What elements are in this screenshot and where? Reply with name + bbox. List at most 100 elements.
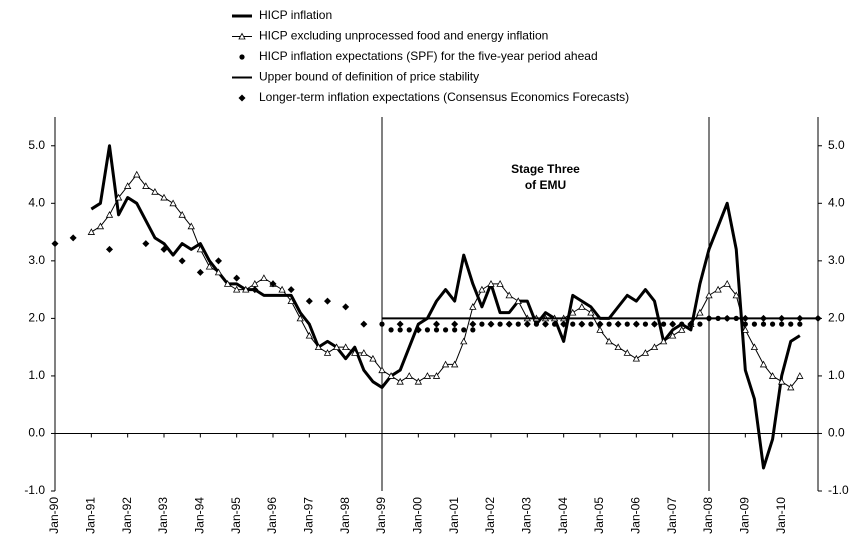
triangle-marker [723, 280, 731, 287]
diamond-marker [305, 297, 313, 305]
triangle-marker [196, 245, 205, 253]
circle-marker [660, 321, 667, 327]
legend-label: Longer-term inflation expectations (Cons… [259, 90, 629, 104]
triangle-marker [423, 372, 432, 379]
circle-marker [461, 327, 467, 333]
x-tick-label: Jan-91 [84, 497, 98, 534]
diamond-marker [814, 314, 822, 322]
x-tick-label: Jan-94 [193, 497, 207, 534]
circle-marker [769, 321, 776, 327]
triangle-marker [650, 343, 659, 351]
legend-label: Upper bound of definition of price stabi… [259, 70, 479, 84]
triangle-marker [469, 303, 477, 310]
triangle-marker [87, 228, 96, 235]
circle-marker [760, 321, 767, 327]
x-tick-label: Jan-05 [592, 497, 606, 534]
diamond-marker [614, 320, 622, 328]
triangle-marker [714, 285, 722, 293]
triangle-marker [668, 331, 677, 339]
circle-marker [442, 327, 449, 333]
diamond-marker [651, 320, 658, 328]
triangle-marker [223, 280, 232, 287]
circle-marker [606, 321, 612, 327]
y-tick-label: 2.0 [28, 311, 45, 325]
triangle-marker [123, 182, 132, 189]
diamond-marker [505, 320, 513, 328]
triangle-marker [305, 331, 314, 339]
triangle-marker [323, 349, 332, 356]
triangle-marker [351, 349, 359, 356]
y2-tick-label: 2.0 [828, 311, 845, 325]
triangle-marker [659, 337, 668, 345]
diamond-marker [560, 320, 568, 328]
triangle-marker [105, 210, 114, 218]
y2-tick-label: -1.0 [828, 483, 849, 497]
triangle-marker [777, 377, 786, 385]
diamond-marker [342, 303, 350, 311]
diamond-marker [196, 268, 204, 276]
circle-marker [697, 321, 703, 327]
x-tick-label: Jan-02 [483, 497, 497, 534]
circle-marker [470, 327, 476, 333]
series-line [91, 174, 801, 388]
diamond-marker [778, 314, 786, 322]
triangle-marker [614, 343, 622, 351]
circle-marker [515, 321, 521, 327]
diamond-marker [542, 320, 549, 328]
triangle-marker [387, 372, 395, 379]
diamond-marker [324, 297, 331, 305]
circle-marker [679, 321, 685, 327]
circle-marker [570, 321, 576, 327]
triangle-marker [796, 372, 804, 379]
circle-marker [551, 321, 558, 327]
y2-tick-label: 5.0 [828, 138, 845, 152]
diamond-marker [523, 320, 531, 328]
diamond-marker [233, 274, 241, 282]
y-tick-label: 5.0 [28, 138, 45, 152]
x-tick-label: Jan-04 [556, 497, 570, 534]
circle-marker [779, 321, 785, 327]
circle-marker [624, 321, 630, 327]
diamond-marker [760, 314, 767, 322]
triangle-marker [260, 274, 268, 282]
triangle-marker [487, 280, 495, 287]
annotation: of EMU [525, 178, 566, 192]
circle-marker [497, 321, 503, 327]
circle-marker [797, 321, 803, 327]
triangle-marker [238, 32, 246, 40]
x-tick-label: Jan-96 [265, 497, 279, 534]
circle-marker [742, 321, 748, 327]
triangle-marker [360, 349, 368, 356]
triangle-marker [596, 326, 604, 333]
triangle-marker [641, 349, 650, 356]
x-tick-label: Jan-07 [665, 497, 679, 534]
triangle-marker [378, 366, 386, 374]
triangle-marker [405, 372, 413, 379]
x-tick-label: Jan-93 [156, 497, 170, 534]
x-tick-label: Jan-98 [338, 497, 352, 534]
annotation: Stage Three [511, 162, 580, 176]
triangle-marker [232, 285, 241, 293]
x-tick-label: Jan-01 [447, 497, 461, 534]
triangle-marker [732, 291, 740, 299]
triangle-marker [160, 193, 168, 201]
circle-marker [388, 327, 394, 333]
triangle-marker [178, 210, 186, 218]
diamond-marker [469, 320, 477, 328]
diamond-marker [596, 320, 604, 328]
diamond-marker [238, 94, 246, 102]
triangle-marker [396, 377, 404, 385]
circle-marker [452, 327, 458, 333]
triangle-marker [133, 170, 141, 178]
triangle-marker [251, 280, 259, 287]
triangle-marker [187, 222, 195, 230]
circle-marker [479, 321, 485, 327]
x-tick-label: Jan-09 [738, 497, 752, 534]
diamond-marker [287, 286, 295, 294]
circle-marker [588, 321, 594, 327]
triangle-marker [632, 354, 641, 362]
diamond-marker [269, 280, 277, 288]
circle-marker [406, 327, 412, 333]
triangle-marker [705, 291, 713, 299]
